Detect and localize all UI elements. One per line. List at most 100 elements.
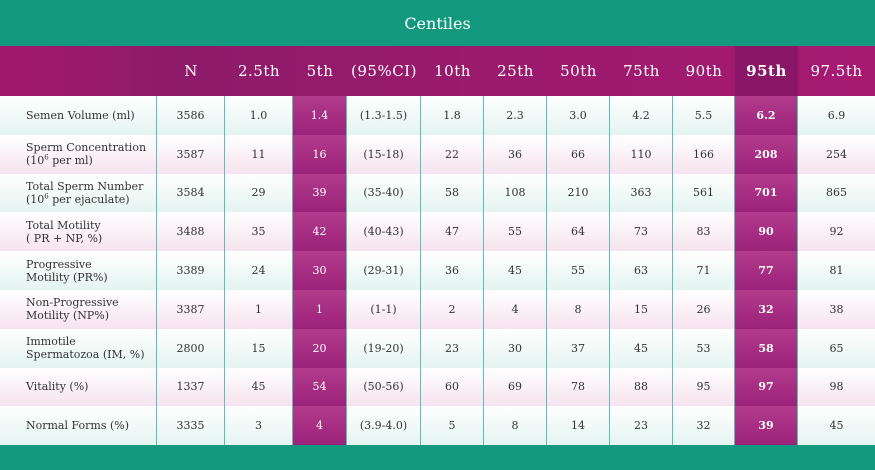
table-cell: 3335: [157, 406, 225, 446]
table-cell: 701: [735, 173, 798, 213]
table-cell: 45: [484, 251, 547, 290]
table-cell: 208: [735, 134, 798, 174]
table-cell: 6.9: [827, 108, 846, 122]
table-cell: 1.0: [225, 96, 293, 135]
table-cell: 64: [547, 212, 610, 252]
table-cell: 16: [293, 134, 347, 174]
row-label: Progressive Motility (PR%): [0, 251, 157, 290]
table-cell: 5.5: [673, 96, 735, 135]
table-cell: 1337: [157, 367, 225, 407]
header-cell: 5th: [306, 62, 334, 80]
header-cell: 97.5th: [810, 62, 863, 80]
header-cell: 50th: [560, 62, 597, 80]
header-cell: 10th: [434, 62, 471, 80]
table-cell: 3.0: [547, 96, 610, 135]
table-cell: 36: [484, 134, 547, 174]
table-row: Immotile Spermatozoa (IM, %) 2800 15 20 (19-2…: [0, 328, 875, 368]
table-cell: 110: [610, 134, 673, 174]
table-cell: 561: [673, 173, 735, 213]
table-cell: 2.3: [484, 96, 547, 135]
table-cell: 865: [826, 186, 847, 200]
table-cell: 2: [421, 289, 484, 329]
table-cell: 66: [547, 134, 610, 174]
table-cell: 83: [673, 212, 735, 252]
table-cell: 78: [547, 367, 610, 407]
table-cell: 254: [826, 147, 847, 161]
table-cell: 73: [610, 212, 673, 252]
table-cell: 30: [484, 328, 547, 368]
table-cell: 3584: [157, 173, 225, 213]
row-label-sub: (106 per ml): [26, 153, 93, 168]
table-cell: 1: [293, 289, 347, 329]
table-cell: 37: [547, 328, 610, 368]
table-cell: (29-31): [347, 251, 421, 290]
table-cell: 20: [293, 328, 347, 368]
header-cell: 95th: [735, 46, 798, 96]
table-row: Normal Forms (%) 3335 3 4 (3.9-4.0) 5 8 14 23 32 3…: [0, 406, 875, 446]
header-cell: (95%CI): [351, 62, 417, 80]
table-cell: 45: [610, 328, 673, 368]
row-label-main: Non-Progressive: [26, 296, 119, 310]
table-cell: (40-43): [347, 212, 421, 252]
table-cell: 39: [735, 406, 798, 446]
row-label: Vitality (%): [0, 367, 157, 407]
row-label-main: Progressive: [26, 257, 92, 271]
table-cell: 23: [421, 328, 484, 368]
table-cell: 90: [735, 212, 798, 252]
table-cell: 47: [421, 212, 484, 252]
table-cell: 14: [547, 406, 610, 446]
table-cell: 24: [225, 251, 293, 290]
row-label: Non-Progressive Motility (NP%): [0, 289, 157, 329]
table-cell: 5: [421, 406, 484, 446]
table-cell: 92: [829, 225, 844, 239]
table-cell: 60: [421, 367, 484, 407]
table-cell: 108: [484, 173, 547, 213]
row-label-main: Total Sperm Number: [26, 179, 144, 193]
row-label-sub: Spermatozoa (IM, %): [26, 348, 145, 362]
table-cell: 38: [829, 302, 844, 316]
row-label-sub: Motility (PR%): [26, 270, 108, 284]
row-label-sub: (106 per ejaculate): [26, 192, 130, 206]
table-cell: 363: [610, 173, 673, 213]
table-row: Total Sperm Number (106 per ejaculate) 358…: [0, 173, 875, 213]
table-cell: 88: [610, 367, 673, 407]
table-cell: 42: [293, 212, 347, 252]
table-cell: (19-20): [347, 328, 421, 368]
table-cell: 63: [610, 251, 673, 290]
header-cell: 75th: [623, 62, 660, 80]
row-label-sub: ( PR + NP, %): [26, 231, 103, 245]
row-label-main: Total Motility: [26, 218, 101, 232]
table-cell: 45: [225, 367, 293, 407]
table-cell: 45: [829, 419, 844, 433]
table-cell: 81: [829, 264, 844, 278]
table-cell: 1: [225, 289, 293, 329]
row-label-sub: Motility (NP%): [26, 309, 110, 323]
table-row: Non-Progressive Motility (NP%) 3387 1 1 (1-1)…: [0, 289, 875, 329]
table-cell: 58: [735, 328, 798, 368]
table-cell: 69: [484, 367, 547, 407]
table-row: Progressive Motility (PR%) 3389 24 30 (29-31)…: [0, 251, 875, 290]
table-cell: 77: [735, 251, 798, 290]
row-label: Immotile Spermatozoa (IM, %): [0, 328, 157, 368]
table-cell: 55: [547, 251, 610, 290]
table-cell: 166: [673, 134, 735, 174]
row-label: Semen Volume (ml): [0, 96, 157, 135]
row-label-main: Semen Volume (ml): [26, 108, 135, 122]
table-cell: 97: [735, 367, 798, 407]
table-cell: 32: [735, 289, 798, 329]
table-cell: 11: [225, 134, 293, 174]
table-row: Vitality (%) 1337 45 54 (50-56) 60 69 78 88 95 97 9…: [0, 367, 875, 407]
table-cell: 29: [225, 173, 293, 213]
table-cell: 39: [293, 173, 347, 213]
row-label-main: Normal Forms (%): [26, 419, 130, 433]
row-label: Total Sperm Number (106 per ejaculate): [0, 173, 157, 213]
row-label: Sperm Concentration (106 per ml): [0, 134, 157, 174]
table-cell: 55: [484, 212, 547, 252]
table-cell: 1.4: [293, 96, 347, 135]
footer-bar: [0, 446, 875, 470]
table-cell: 35: [225, 212, 293, 252]
table-cell: 36: [421, 251, 484, 290]
table-cell: 3488: [157, 212, 225, 252]
table-cell: 15: [610, 289, 673, 329]
